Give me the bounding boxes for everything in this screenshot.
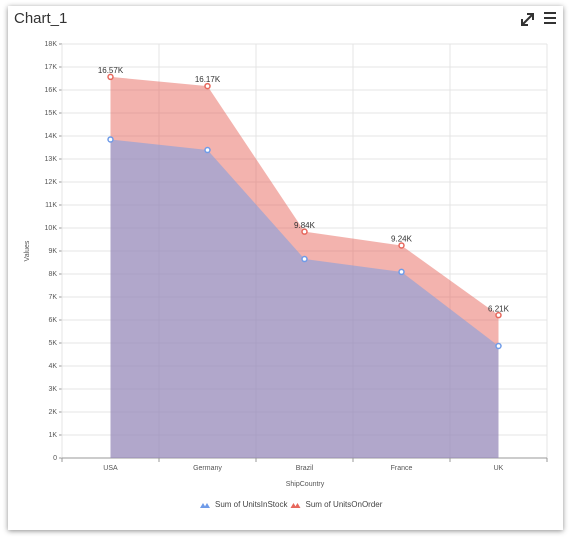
y-tick-label: 13K <box>45 156 58 163</box>
point-marker <box>398 268 405 276</box>
data-label: 9.84K <box>294 221 316 230</box>
y-tick-label: 14K <box>45 133 58 140</box>
point-marker <box>204 82 211 90</box>
data-label: 6.21K <box>488 304 510 313</box>
y-tick-label: 12K <box>45 179 58 186</box>
data-label: 16.57K <box>98 66 124 75</box>
point-marker <box>398 242 405 249</box>
y-tick-label: 16K <box>45 87 58 94</box>
y-tick-label: 3K <box>48 386 57 393</box>
y-tick-label: 0 <box>53 455 57 462</box>
point-marker <box>107 136 114 143</box>
data-label: 16.17K <box>195 75 221 84</box>
x-axis-title: ShipCountry <box>286 481 325 488</box>
expand-icon[interactable] <box>521 13 534 26</box>
y-tick-label: 18K <box>45 41 58 48</box>
legend-marker <box>200 503 210 508</box>
legend-marker <box>290 503 301 508</box>
area <box>110 139 499 458</box>
point-marker <box>204 146 211 154</box>
legend-label[interactable]: Sum of UnitsInStock <box>215 500 288 509</box>
x-tick-label: USA <box>103 465 118 472</box>
point-marker <box>495 342 502 350</box>
point-marker <box>301 255 308 263</box>
y-tick-label: 5K <box>48 340 57 347</box>
y-tick-label: 17K <box>45 64 58 71</box>
chart-title: Chart_1 <box>14 10 67 27</box>
y-tick-label: 15K <box>45 110 58 117</box>
point-marker <box>107 73 114 81</box>
y-tick-label: 2K <box>48 409 57 416</box>
y-axis-title: Values <box>24 240 31 261</box>
x-tick-label: Germany <box>193 465 222 472</box>
legend-label[interactable]: Sum of UnitsOnOrder <box>305 500 382 509</box>
y-tick-label: 1K <box>48 432 57 439</box>
point-marker <box>495 311 502 319</box>
x-tick-label: UK <box>494 465 504 472</box>
y-tick-label: 4K <box>48 363 57 370</box>
x-tick-label: France <box>391 465 413 472</box>
y-tick-label: 6K <box>48 317 57 324</box>
x-tick-label: Brazil <box>296 465 314 472</box>
y-tick-label: 7K <box>48 294 57 301</box>
y-tick-label: 11K <box>45 202 57 209</box>
y-tick-label: 10K <box>45 225 58 232</box>
data-label: 9.24K <box>391 235 413 244</box>
menu-icon[interactable] <box>544 12 556 24</box>
y-tick-label: 9K <box>48 248 57 255</box>
point-marker <box>301 228 308 235</box>
y-tick-label: 8K <box>48 271 57 278</box>
